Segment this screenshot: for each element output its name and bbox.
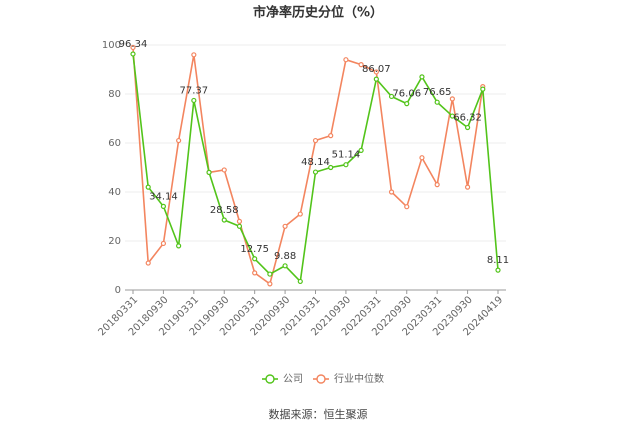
data-label: 8.11 — [487, 255, 509, 266]
point — [373, 69, 379, 75]
y-tick-label: 0 — [115, 285, 121, 296]
y-tick-label: 100 — [102, 40, 121, 51]
y-tick-label: 20 — [108, 236, 121, 247]
point — [176, 243, 182, 249]
point — [145, 260, 151, 266]
point — [236, 218, 243, 224]
point — [282, 223, 288, 229]
point — [328, 164, 334, 171]
point — [312, 169, 319, 175]
data-label: 96.34 — [119, 39, 148, 50]
data-label: 9.88 — [274, 251, 296, 262]
point — [252, 270, 258, 276]
point — [404, 204, 410, 210]
point — [464, 124, 471, 131]
series-line — [132, 47, 484, 286]
point — [464, 184, 471, 190]
point — [267, 281, 273, 287]
data-label: 51.14 — [332, 150, 361, 161]
point — [343, 57, 349, 63]
y-tick-label: 80 — [108, 89, 121, 100]
chart-title: 市净率历史分位（%） — [253, 5, 383, 21]
source: 数据来源：恒生聚源 — [269, 407, 368, 421]
data-label: 48.14 — [301, 157, 330, 168]
point — [434, 182, 440, 188]
point — [252, 256, 258, 262]
point — [236, 223, 243, 229]
point — [297, 278, 303, 285]
point — [160, 203, 167, 209]
point — [358, 147, 364, 153]
point — [434, 99, 440, 105]
point — [419, 74, 425, 80]
point — [343, 162, 349, 168]
data-label: 77.37 — [180, 85, 209, 96]
point — [206, 169, 212, 175]
data-label: 28.58 — [210, 205, 239, 216]
point — [312, 137, 319, 144]
point — [130, 44, 136, 51]
legend-marker — [265, 374, 275, 384]
y-tick-label: 40 — [108, 187, 121, 198]
y-tick-label: 60 — [108, 138, 121, 149]
legend-label: 行业中位数 — [334, 372, 384, 385]
point — [221, 217, 227, 223]
point — [480, 86, 486, 92]
point — [388, 189, 395, 195]
data-label: 76.06 — [392, 89, 421, 100]
legend-label: 公司 — [283, 374, 303, 385]
point — [358, 61, 364, 68]
point — [388, 93, 395, 100]
point — [449, 113, 455, 119]
data-label: 66.32 — [453, 113, 482, 124]
point — [419, 155, 425, 161]
point — [328, 133, 334, 139]
point — [221, 167, 227, 173]
point — [449, 96, 455, 102]
point — [176, 137, 182, 144]
point — [404, 101, 410, 107]
legend-marker — [316, 374, 326, 384]
point — [282, 263, 288, 269]
data-label: 86.07 — [362, 64, 391, 75]
point — [130, 51, 136, 57]
data-label: 76.65 — [423, 87, 452, 98]
point — [145, 184, 151, 190]
point — [160, 240, 167, 247]
point — [191, 52, 197, 58]
data-label: 12.75 — [240, 244, 269, 255]
point — [495, 267, 501, 273]
point — [297, 211, 303, 217]
point — [191, 97, 197, 104]
data-label: 34.14 — [149, 191, 178, 202]
point — [267, 271, 273, 277]
point — [373, 76, 379, 82]
